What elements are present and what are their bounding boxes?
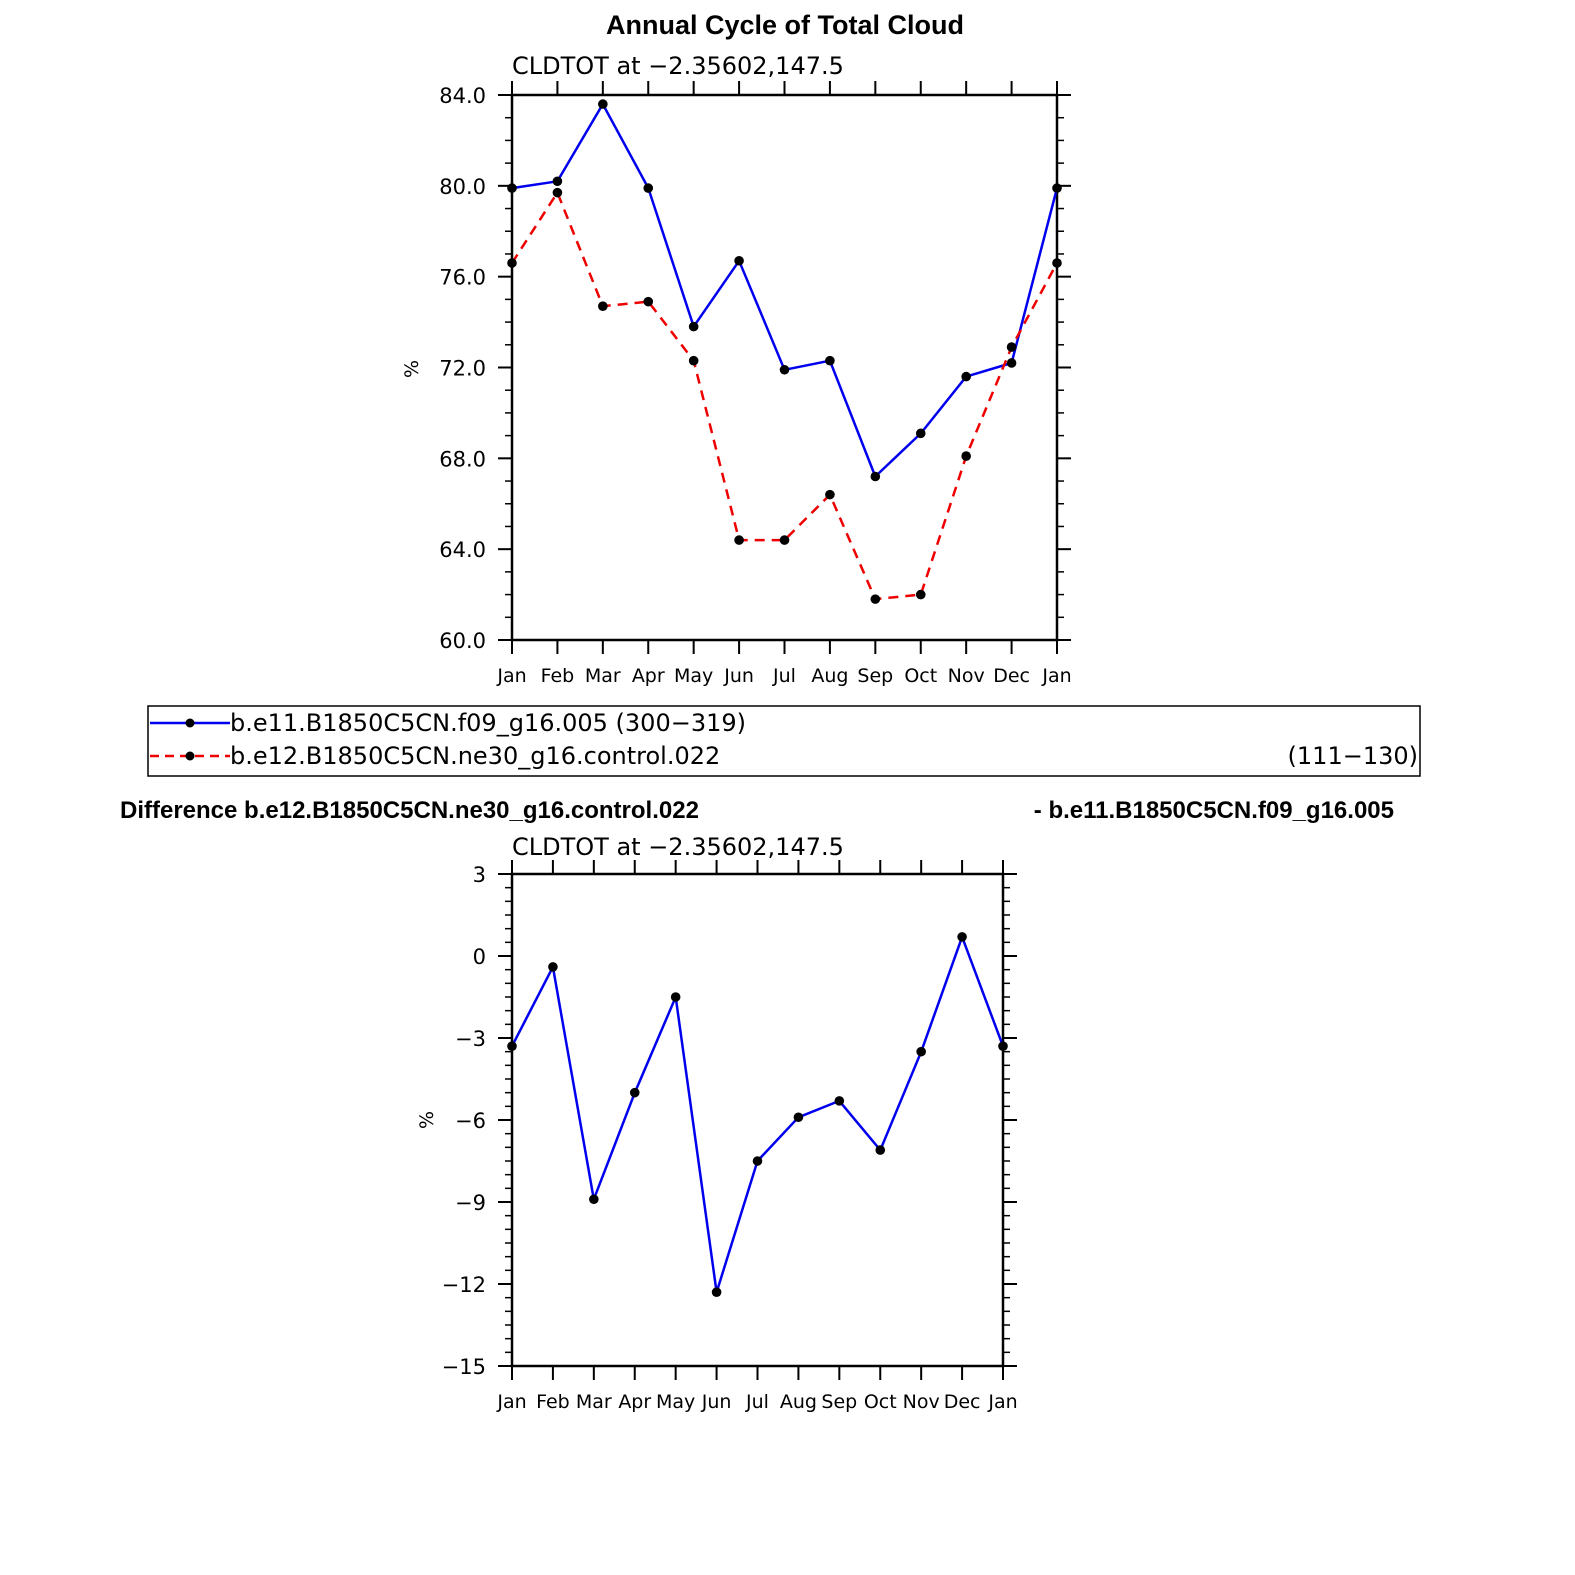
x-tick-label: Aug — [780, 1391, 817, 1413]
data-point — [1052, 183, 1062, 193]
data-point — [507, 1041, 517, 1051]
legend-period-red: (111−130) — [1288, 742, 1418, 770]
data-point — [598, 99, 608, 109]
data-point — [548, 962, 558, 972]
x-tick-label: Jul — [772, 665, 796, 687]
x-tick-label: Jun — [723, 665, 754, 687]
x-tick-label: Nov — [903, 1391, 940, 1413]
data-point — [825, 355, 835, 366]
y-tick-label: 60.0 — [439, 629, 486, 653]
data-point — [1052, 258, 1062, 268]
y-tick-label: 84.0 — [439, 84, 486, 108]
legend: b.e11.B1850C5CN.f09_g16.005 (300−319) b.… — [147, 705, 1421, 777]
x-tick-label: Feb — [536, 1391, 570, 1413]
legend-label-red: b.e12.B1850C5CN.ne30_g16.control.022 — [230, 742, 720, 770]
x-tick-label: Sep — [857, 665, 893, 687]
data-point — [957, 932, 967, 942]
y-tick-label: 76.0 — [439, 266, 486, 290]
x-tick-label: Nov — [948, 665, 985, 687]
data-point — [1006, 342, 1017, 352]
data-point — [734, 535, 744, 545]
chart-subtitle: CLDTOT at −2.35602,147.5 — [512, 52, 844, 80]
data-point — [875, 1145, 886, 1155]
data-point — [688, 321, 699, 332]
data-point — [507, 183, 517, 193]
y-tick-label: 72.0 — [439, 357, 486, 381]
y-tick-label: 3 — [473, 863, 486, 887]
data-point — [752, 1156, 763, 1166]
data-point — [1006, 358, 1017, 368]
data-point — [643, 296, 654, 307]
data-point — [961, 371, 971, 382]
data-point — [643, 183, 654, 193]
x-tick-label: Oct — [904, 665, 937, 687]
data-point — [793, 1112, 804, 1123]
difference-title-right: - b.e11.B1850C5CN.f09_g16.005 — [1034, 797, 1394, 824]
data-point — [507, 258, 517, 268]
y-tick-label: 0 — [473, 945, 486, 969]
x-tick-label: Mar — [576, 1391, 612, 1413]
data-point — [589, 1194, 599, 1205]
y-tick-label: −3 — [455, 1027, 486, 1051]
legend-marker-red — [185, 751, 195, 761]
x-tick-label: Dec — [993, 665, 1030, 687]
data-point — [834, 1096, 845, 1106]
x-tick-label: Oct — [864, 1391, 897, 1413]
x-tick-label: Jun — [701, 1391, 732, 1413]
plot-frame — [510, 872, 1005, 1368]
data-point — [870, 471, 881, 482]
legend-marker-blue — [185, 718, 195, 728]
data-point — [916, 1046, 926, 1057]
chart-subtitle: CLDTOT at −2.35602,147.5 — [512, 833, 844, 861]
x-tick-label: Jan — [496, 665, 526, 687]
data-point — [779, 364, 790, 375]
legend-frame — [147, 705, 1421, 777]
y-tick-label: −9 — [455, 1191, 486, 1215]
series-line-0 — [510, 935, 1005, 1294]
data-point — [825, 489, 835, 500]
cloud-annual-cycle-chart: CLDTOT at −2.35602,147.5 % Jan Feb Mar Apr M… — [401, 52, 1072, 687]
series-line-0 — [511, 102, 1059, 478]
cloud-difference-chart: CLDTOT at −2.35602,147.5 % Jan Feb Mar Apr M… — [416, 833, 1018, 1413]
x-tick-label: Apr — [618, 1391, 651, 1413]
x-tick-label: Sep — [821, 1391, 857, 1413]
data-point — [779, 535, 790, 545]
data-point — [552, 176, 563, 187]
x-tick-label: May — [674, 665, 713, 687]
y-tick-label: 64.0 — [439, 538, 486, 562]
y-tick-label: −6 — [455, 1109, 486, 1133]
data-point — [998, 1041, 1008, 1051]
x-tick-label: Apr — [632, 665, 665, 687]
data-point — [961, 451, 971, 461]
x-tick-label: Feb — [541, 665, 575, 687]
x-tick-label: Jul — [745, 1391, 769, 1413]
y-axis-label: % — [416, 1111, 438, 1129]
x-tick-label: Jan — [496, 1391, 526, 1413]
data-point — [915, 428, 926, 439]
data-point — [670, 992, 681, 1002]
legend-label-blue: b.e11.B1850C5CN.f09_g16.005 (300−319) — [230, 709, 746, 737]
x-tick-label: Dec — [944, 1391, 981, 1413]
y-tick-label: −15 — [442, 1355, 486, 1379]
data-point — [711, 1287, 722, 1297]
y-tick-label: 80.0 — [439, 175, 486, 199]
x-tick-label: May — [656, 1391, 695, 1413]
data-point — [915, 589, 926, 600]
difference-title-left: Difference b.e12.B1850C5CN.ne30_g16.cont… — [120, 797, 699, 824]
x-tick-label: Aug — [811, 665, 848, 687]
y-tick-label: 68.0 — [439, 447, 486, 471]
data-point — [552, 187, 563, 198]
x-tick-label: Jan — [1041, 665, 1071, 687]
data-point — [629, 1087, 640, 1098]
data-point — [870, 594, 881, 604]
data-point — [734, 255, 744, 266]
figure-title: Annual Cycle of Total Cloud — [606, 10, 964, 40]
y-axis-label: % — [401, 360, 423, 378]
x-tick-label: Mar — [585, 665, 621, 687]
x-tick-label: Jan — [987, 1391, 1017, 1413]
data-point — [688, 355, 699, 366]
data-point — [598, 301, 608, 311]
y-tick-label: −12 — [442, 1273, 486, 1297]
